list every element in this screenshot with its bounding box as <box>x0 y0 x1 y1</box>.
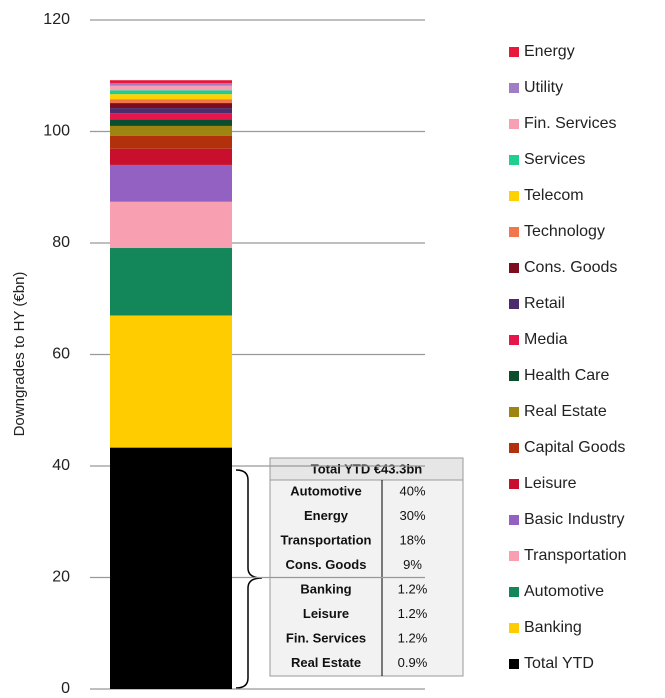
table-cell: Transportation <box>280 533 371 548</box>
bar-segment <box>110 103 232 109</box>
bar-segment <box>110 119 232 126</box>
table-cell: Fin. Services <box>286 631 366 646</box>
bar-segment <box>110 315 232 448</box>
legend-label: Real Estate <box>524 403 607 420</box>
table-cell: Real Estate <box>291 655 361 670</box>
table-cell: Banking <box>300 582 351 597</box>
y-tick-label: 100 <box>43 123 70 140</box>
y-tick-label: 120 <box>43 11 70 28</box>
legend-swatch <box>509 479 519 489</box>
legend-swatch <box>509 407 519 417</box>
legend-swatch <box>509 47 519 57</box>
legend-swatch <box>509 443 519 453</box>
legend-label: Media <box>524 331 568 348</box>
bracket <box>235 469 263 689</box>
y-axis-label: Downgrades to HY (€bn) <box>11 272 28 437</box>
bar-segment <box>110 94 232 100</box>
y-tick-label: 60 <box>52 346 70 363</box>
legend-label: Energy <box>524 43 575 60</box>
table-title: Total YTD €43.3bn <box>311 461 423 476</box>
legend-swatch <box>509 83 519 93</box>
legend-swatch <box>509 587 519 597</box>
legend-label: Fin. Services <box>524 115 616 132</box>
legend-swatch <box>509 515 519 525</box>
bar-segment <box>110 125 232 136</box>
legend-label: Health Care <box>524 367 609 384</box>
legend-swatch <box>509 623 519 633</box>
legend-swatch <box>509 119 519 129</box>
table-cell: 1.2% <box>398 582 428 597</box>
table-cell: 40% <box>399 484 425 499</box>
legend-label: Utility <box>524 79 563 96</box>
legend-swatch <box>509 263 519 273</box>
summary-table: Total YTD €43.3bn Automotive 40% Energy 30% T… <box>269 457 464 677</box>
bar-segment <box>110 148 232 165</box>
table-cell: Automotive <box>290 484 362 499</box>
bar-segment <box>110 85 232 91</box>
table-cell: Leisure <box>303 606 349 621</box>
table-cell: Energy <box>304 508 349 523</box>
table-cell: 0.9% <box>398 655 428 670</box>
legend-swatch <box>509 659 519 669</box>
bar-segment <box>110 80 232 83</box>
legend-label: Technology <box>524 223 605 240</box>
y-tick-label: 40 <box>52 457 70 474</box>
legend-label: Leisure <box>524 475 577 492</box>
bar-segment <box>110 447 232 689</box>
bar-segment <box>110 108 232 114</box>
table-cell: Cons. Goods <box>286 557 367 572</box>
legend-label: Banking <box>524 619 582 636</box>
legend-swatch <box>509 335 519 345</box>
legend-swatch <box>509 371 519 381</box>
table-cell: 9% <box>403 557 422 572</box>
table-cell: 1.2% <box>398 606 428 621</box>
legend-swatch <box>509 227 519 237</box>
legend-swatch <box>509 299 519 309</box>
bar-segment <box>110 82 232 86</box>
bar-segment <box>110 135 232 149</box>
y-tick-label: 20 <box>52 569 70 586</box>
legend-label: Services <box>524 151 585 168</box>
table-cell: 30% <box>399 508 425 523</box>
legend-label: Automotive <box>524 583 604 600</box>
legend-label: Total YTD <box>524 655 594 672</box>
legend-label: Telecom <box>524 187 584 204</box>
legend-label: Retail <box>524 295 565 312</box>
bar-segment <box>110 113 232 120</box>
bar-segment <box>110 99 232 104</box>
bar-segment <box>110 248 232 316</box>
table-cell: 18% <box>399 533 425 548</box>
legend-swatch <box>509 551 519 561</box>
bar-segment <box>110 90 232 95</box>
legend-label: Basic Industry <box>524 511 624 528</box>
legend-swatch <box>509 191 519 201</box>
bar-segment <box>110 201 232 249</box>
bar-segment <box>110 164 232 202</box>
y-tick-label: 80 <box>52 234 70 251</box>
table-cell: 1.2% <box>398 631 428 646</box>
legend-label: Capital Goods <box>524 439 625 456</box>
legend-label: Cons. Goods <box>524 259 617 276</box>
legend-label: Transportation <box>524 547 627 564</box>
y-tick-label: 0 <box>61 680 70 697</box>
legend-swatch <box>509 155 519 165</box>
